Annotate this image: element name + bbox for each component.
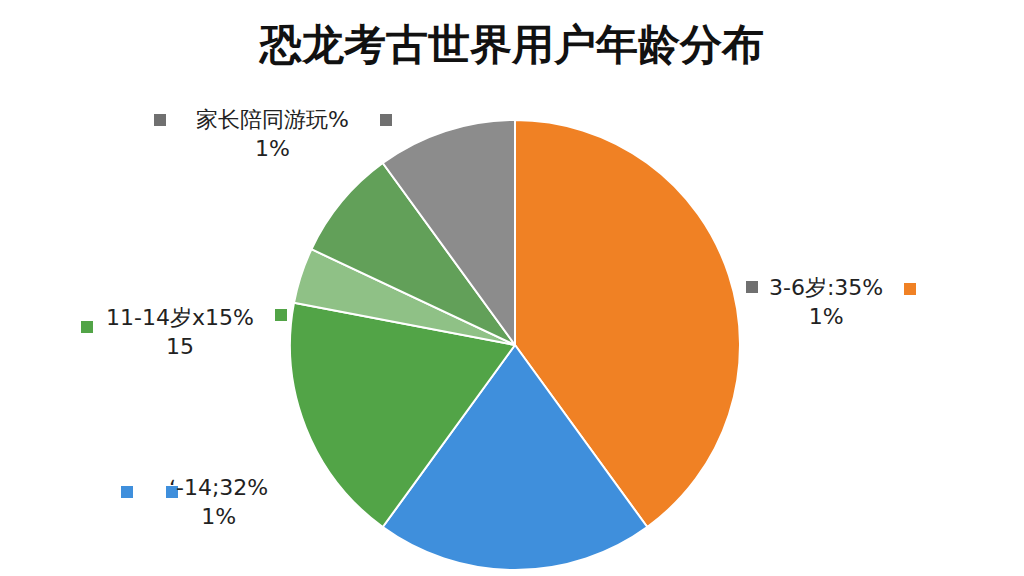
svg-text:11-14岁x15%15: 11-14岁x15%15 [106, 305, 254, 359]
svg-text:3-6岁:35%1%: 3-6岁:35%1% [769, 275, 883, 329]
svg-text:ʻ-14;32%1%: ʻ-14;32%1% [169, 475, 268, 529]
svg-text:恐龙考古世界用户年龄分布: 恐龙考古世界用户年龄分布 [258, 20, 764, 69]
svg-text:家长陪同游玩%1%: 家长陪同游玩%1% [196, 107, 349, 161]
